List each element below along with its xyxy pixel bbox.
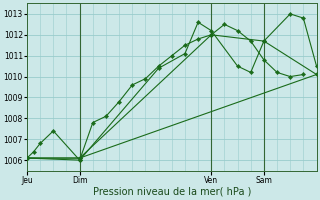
X-axis label: Pression niveau de la mer( hPa ): Pression niveau de la mer( hPa ) bbox=[92, 187, 251, 197]
